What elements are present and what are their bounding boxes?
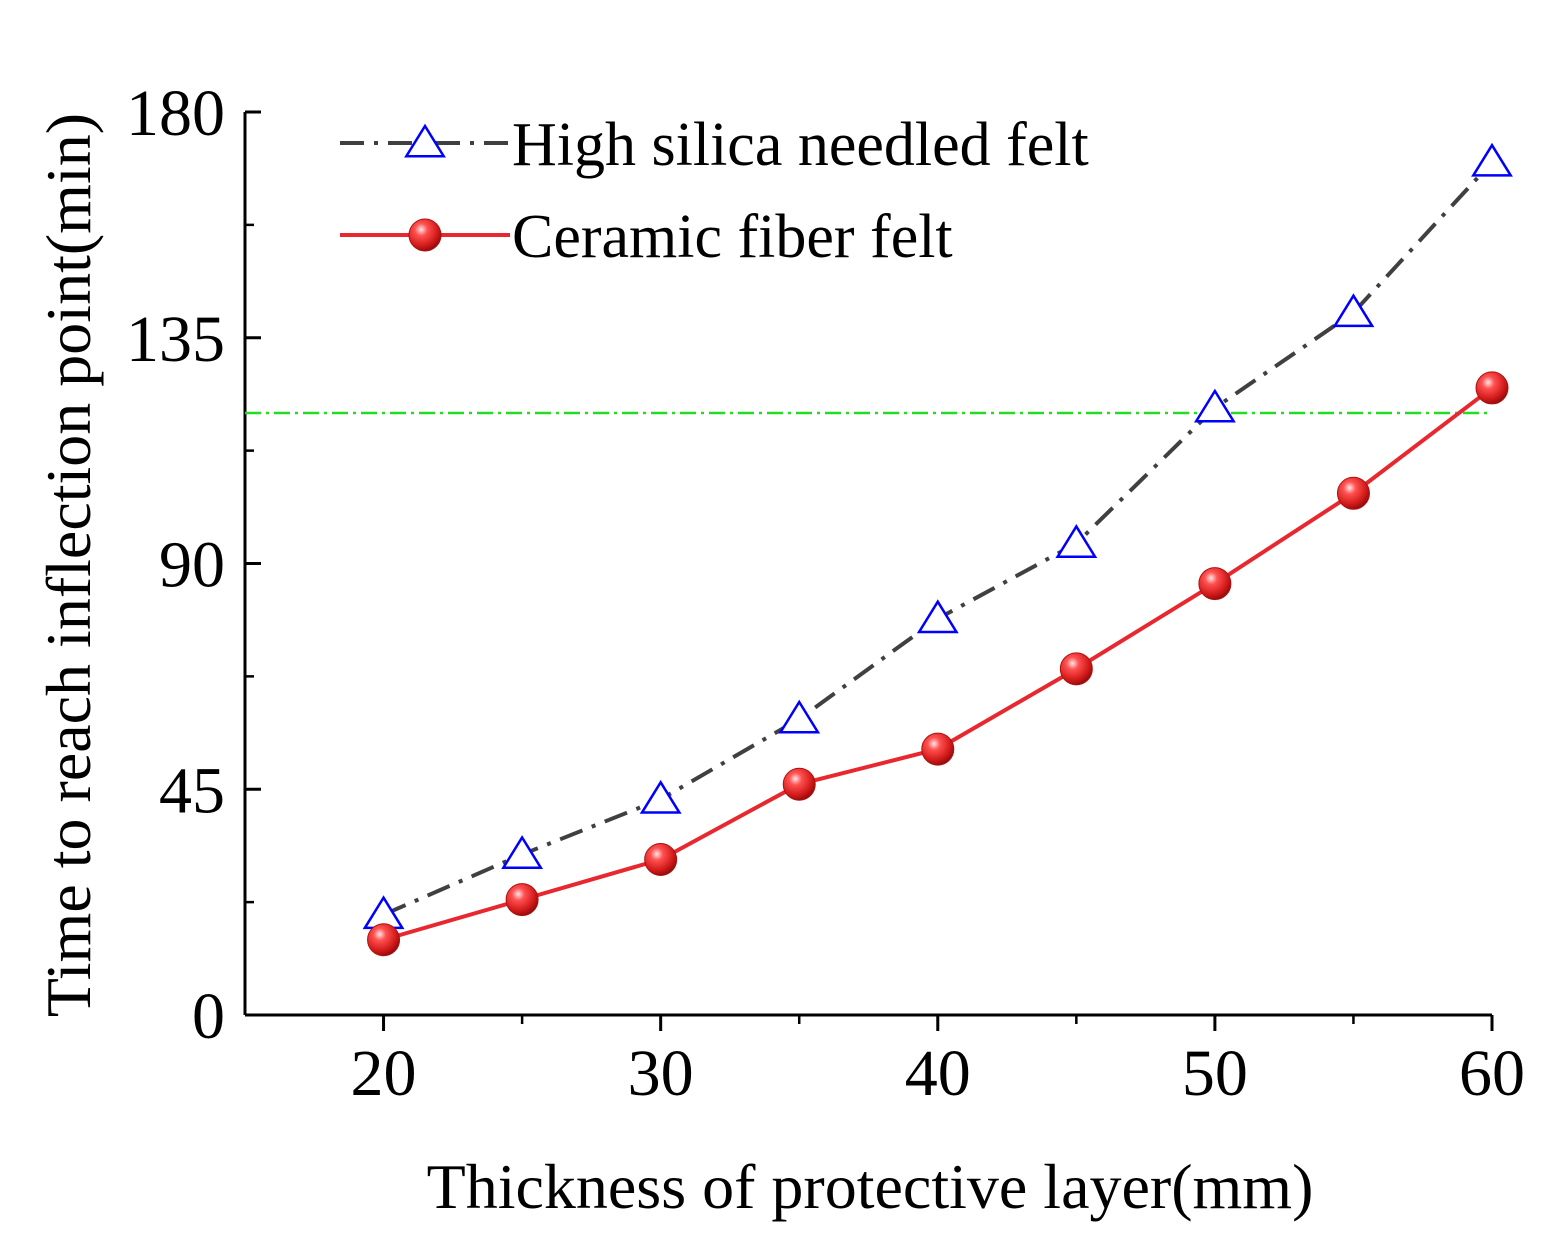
data-point: [1332, 293, 1375, 328]
legend-marker: [404, 123, 446, 158]
data-point: [916, 599, 959, 634]
y-tick-label: 45: [159, 754, 225, 827]
data-point: [1198, 567, 1232, 601]
data-point: [505, 883, 539, 917]
data-point: [1336, 476, 1370, 510]
x-tick-label: 40: [905, 1037, 971, 1110]
data-point: [778, 699, 821, 734]
x-axis-title: Thickness of protective layer(mm): [427, 1151, 1314, 1222]
data-point: [639, 779, 682, 814]
data-point: [1055, 524, 1098, 558]
x-tick-label: 60: [1459, 1037, 1525, 1110]
legend-label: Ceramic fiber felt: [512, 203, 953, 271]
legend: High silica needled felt Ceramic fiber fe…: [340, 111, 1089, 271]
data-point: [1059, 652, 1093, 686]
data-point: [1193, 388, 1236, 423]
data-point: [501, 835, 544, 869]
legend-label: High silica needled felt: [512, 111, 1089, 179]
series-2: [367, 371, 1509, 957]
data-point: [921, 732, 955, 766]
data-point: [1475, 371, 1509, 405]
y-tick-label: 0: [192, 980, 225, 1053]
ticks: 0 45 90 135 180 20 30 40 50 60: [126, 77, 1525, 1110]
data-point: [782, 767, 816, 801]
data-point: [1471, 142, 1513, 177]
y-tick-label: 90: [159, 529, 225, 602]
series-line: [382, 386, 1494, 942]
y-axis-title: Time to reach inflection point(min): [33, 113, 104, 1017]
x-tick-label: 20: [351, 1037, 417, 1110]
y-tick-label: 180: [126, 77, 225, 150]
legend-marker: [408, 218, 442, 252]
series-1: [362, 142, 1513, 930]
y-tick-label: 135: [126, 303, 225, 376]
series: [362, 142, 1513, 957]
series-line: [382, 160, 1494, 917]
x-tick-label: 30: [628, 1037, 694, 1110]
data-point: [644, 842, 678, 876]
x-tick-label: 50: [1182, 1037, 1248, 1110]
data-point: [367, 923, 401, 957]
